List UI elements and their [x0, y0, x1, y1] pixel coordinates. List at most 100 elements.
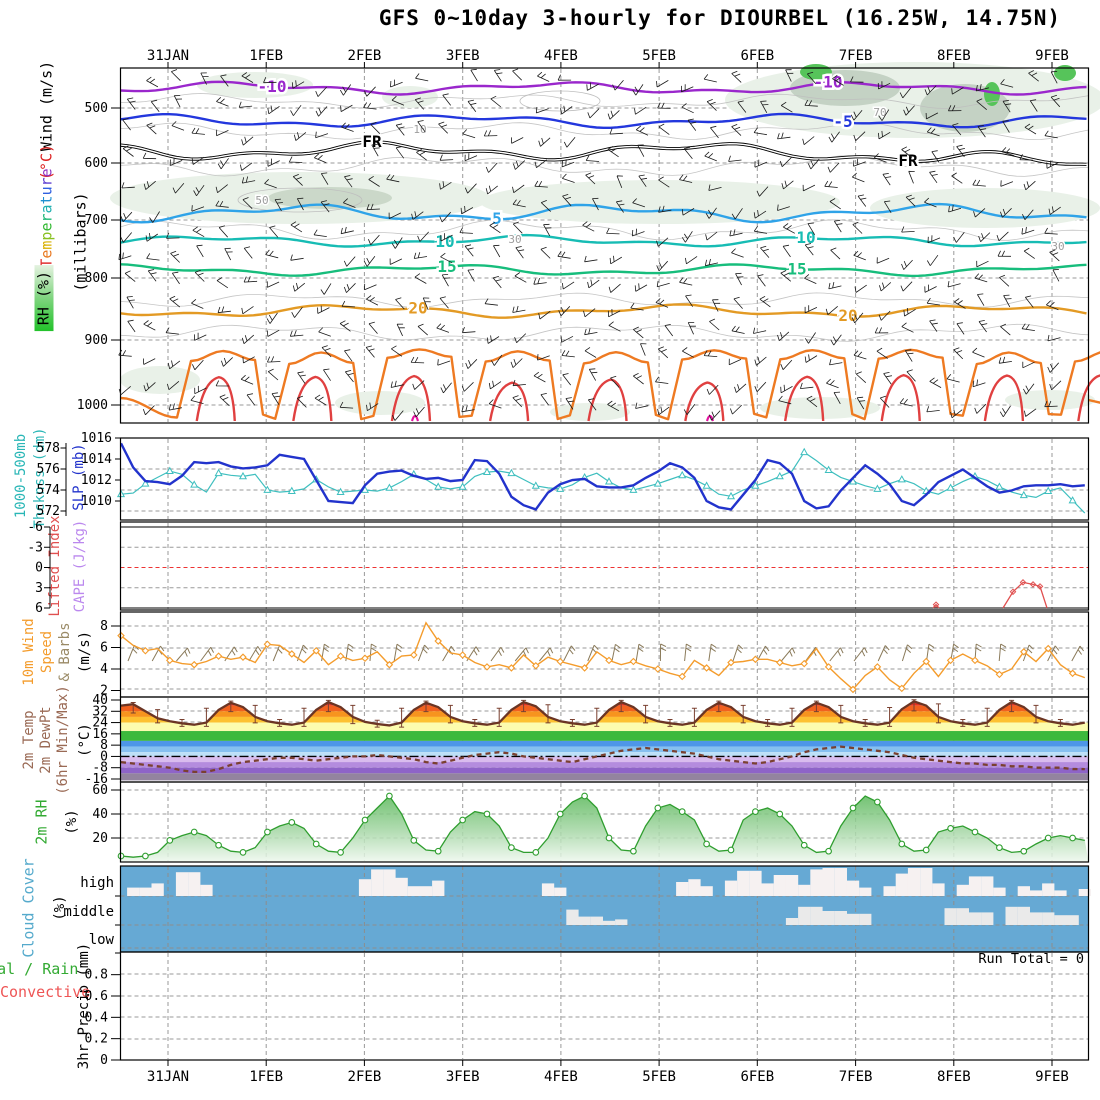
wind-barb: [1024, 408, 1037, 417]
li-tick-label: 0: [35, 561, 43, 576]
wind-barb: [753, 327, 767, 334]
thickness-tick-label: 576: [37, 462, 60, 477]
wind-barb: [267, 368, 279, 381]
wind-barb: [392, 410, 404, 421]
wind-barb: [754, 159, 768, 168]
rh-marker: [556, 810, 564, 818]
cloud-bar: [834, 868, 847, 896]
rh-tick-label: 20: [92, 831, 108, 846]
wind-barb: [537, 71, 550, 82]
wind-barb: [127, 319, 136, 333]
wind-speed-marker: [971, 656, 979, 665]
wind-barb: [191, 127, 205, 135]
wind-barb: [168, 403, 182, 411]
wind-barb: [737, 100, 747, 113]
wind-barb: [608, 283, 621, 293]
wind-barb: [540, 393, 549, 406]
wind-barb: [200, 647, 215, 662]
cloud-bar: [395, 877, 408, 896]
wind-barb: [126, 97, 136, 110]
wind-speed-marker: [946, 656, 955, 665]
wind-barb: [533, 277, 547, 285]
wind-barb: [684, 643, 692, 662]
wind-barb: [339, 84, 352, 96]
wind-barb: [977, 125, 987, 138]
wind-barb: [929, 319, 938, 332]
wind-barb: [540, 200, 551, 212]
wind-barb: [681, 84, 694, 93]
wind-barb: [954, 298, 966, 309]
wind-barb: [978, 320, 988, 333]
wind-barb: [215, 184, 228, 194]
wind-barb: [706, 384, 719, 395]
wind-barb: [217, 306, 231, 314]
wind-barb: [241, 306, 254, 315]
axes: 31JAN31JAN1FEB1FEB2FEB2FEB3FEB3FEB4FEB4F…: [27, 48, 1069, 1085]
rh-shading: [870, 188, 1100, 228]
thickness-marker: [604, 477, 614, 485]
wind-barb: [706, 99, 717, 111]
wind-barb: [1047, 334, 1061, 342]
rh-contour: [120, 219, 1089, 241]
wind-barb: [804, 354, 818, 363]
temp-line: [120, 700, 1085, 727]
wind-barb: [171, 69, 181, 82]
wind-barb: [899, 87, 912, 99]
minmax-whisker: [350, 704, 356, 725]
wind-barb: [833, 391, 841, 404]
pressure-tick-label: 700: [85, 213, 108, 228]
wind-barb: [1044, 400, 1058, 408]
li-cape-panel: [932, 579, 1048, 609]
wind-barb: [243, 276, 258, 283]
wind-barb: [537, 354, 550, 361]
rh-marker: [166, 837, 174, 844]
wind-barb: [317, 305, 330, 314]
wind-barb: [470, 68, 478, 82]
wind-barb: [216, 97, 229, 107]
wind-barb: [320, 283, 332, 295]
temp-band: [120, 756, 1089, 763]
slp-thickness-panel: [116, 442, 1086, 514]
thickness-marker: [556, 484, 565, 492]
wind-barb: [1022, 361, 1035, 369]
temp-band: [120, 762, 1089, 768]
wind-barb: [142, 152, 157, 160]
cloud-bar: [566, 909, 579, 925]
wind-barb: [191, 156, 205, 165]
wind-barb: [705, 207, 717, 219]
wind-barb: [191, 298, 204, 309]
wind-barb: [783, 223, 795, 234]
wind-barb: [321, 345, 332, 358]
wind-speed-marker: [385, 660, 394, 669]
wind-barb: [975, 84, 989, 92]
wind-barb: [490, 95, 502, 108]
rh-marker: [1020, 847, 1028, 855]
minmax-whisker: [838, 704, 844, 724]
isotherm-label: FR: [898, 151, 918, 170]
wind-barb: [146, 253, 160, 261]
wind-barb: [512, 395, 523, 408]
wind-barb: [512, 199, 526, 208]
wind-barb: [685, 256, 698, 265]
wind-barb: [562, 173, 575, 183]
date-label-top: 6FEB: [740, 48, 774, 64]
thickness-marker: [824, 465, 833, 473]
wind-barb: [879, 395, 890, 408]
wind-barb: [417, 644, 430, 662]
minmax-whisker: [1033, 704, 1039, 724]
thickness-marker: [1044, 486, 1053, 494]
isotherm-label: 10: [435, 232, 454, 251]
wind-barb: [731, 248, 744, 258]
wind-barb: [609, 128, 623, 135]
wind-speed-marker: [702, 664, 711, 672]
cloud-bar: [859, 913, 872, 925]
wind-barb: [169, 295, 181, 308]
wind-speed-line: [120, 621, 1086, 691]
wind-barb: [147, 269, 157, 282]
wind-tick-label: 4: [100, 662, 108, 677]
wind-barb: [681, 103, 694, 114]
wind-barb: [488, 380, 502, 390]
isotherm-30: [488, 381, 530, 422]
wind-barb: [1000, 208, 1012, 218]
minmax-whisker: [740, 704, 746, 724]
